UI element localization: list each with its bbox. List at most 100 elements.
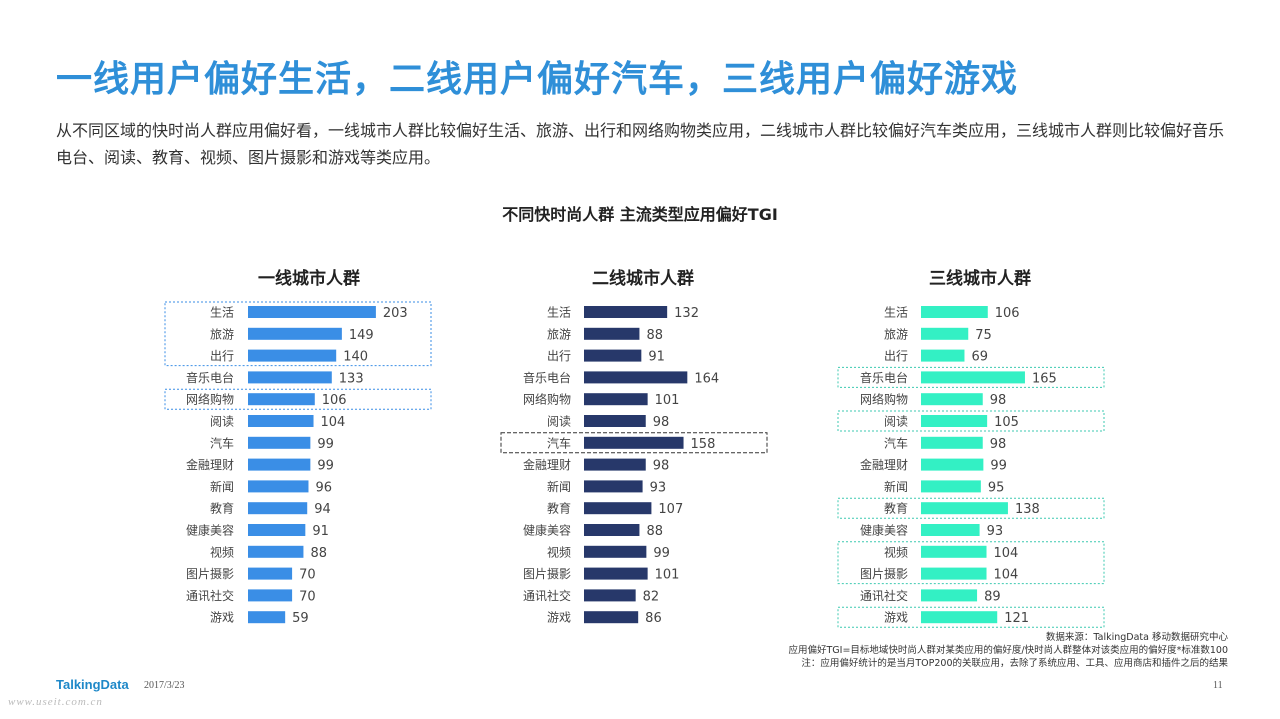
data-label: 59 (292, 611, 309, 626)
bar (921, 371, 1025, 384)
bar (921, 589, 978, 602)
highlight-box (164, 388, 432, 410)
data-label: 104 (994, 568, 1019, 583)
bar (921, 502, 1008, 515)
data-label: 164 (694, 371, 719, 386)
data-label: 94 (314, 502, 331, 517)
category-label: 视频 (547, 544, 571, 559)
category-label: 新闻 (210, 479, 234, 494)
bar (584, 589, 636, 602)
data-label: 98 (990, 393, 1007, 408)
data-label: 203 (383, 306, 408, 321)
highlight-box (837, 541, 1105, 585)
bar (248, 436, 311, 449)
bar (248, 415, 314, 427)
category-label: 出行 (547, 349, 571, 363)
data-label: 106 (322, 393, 347, 408)
data-label: 107 (658, 502, 683, 517)
data-label: 88 (646, 328, 663, 343)
category-label: 健康美容 (860, 523, 908, 538)
chart-main-title: 不同快时尚人群 主流类型应用偏好TGI (502, 205, 778, 224)
bar (921, 415, 988, 427)
category-label: 新闻 (547, 479, 571, 494)
data-label: 121 (1004, 611, 1029, 626)
brand-logo: TalkingData (56, 677, 129, 692)
category-label: 旅游 (210, 327, 234, 341)
highlight-box (837, 497, 1105, 519)
category-label: 阅读 (210, 415, 234, 429)
data-label: 70 (299, 568, 316, 583)
category-label: 生活 (884, 306, 908, 320)
bar (584, 567, 648, 580)
data-label: 91 (312, 524, 329, 539)
category-label: 图片摄影 (860, 566, 908, 581)
bar (921, 458, 984, 471)
data-label: 70 (299, 589, 316, 604)
category-label: 网络购物 (186, 392, 234, 407)
data-label: 165 (1032, 371, 1057, 386)
category-label: 游戏 (210, 611, 234, 625)
data-label: 104 (321, 415, 346, 430)
panel-title: 一线城市人群 (258, 268, 360, 289)
bar (584, 524, 640, 536)
data-label: 99 (317, 437, 334, 452)
bar (584, 393, 648, 406)
category-label: 视频 (210, 544, 234, 559)
data-label: 140 (343, 350, 368, 365)
bar (921, 436, 983, 449)
watermark-url: www.useit.com.cn (8, 696, 103, 708)
data-label: 95 (988, 480, 1005, 495)
bar (248, 458, 311, 471)
data-label: 89 (984, 589, 1001, 604)
bar (921, 480, 981, 493)
data-label: 99 (653, 546, 670, 561)
category-label: 出行 (210, 349, 234, 363)
data-label: 132 (674, 306, 699, 321)
page-title: 一线用户偏好生活，二线用户偏好汽车，三线用户偏好游戏 (56, 59, 1019, 100)
data-label: 82 (643, 589, 660, 604)
data-label: 101 (655, 393, 680, 408)
bar (248, 524, 306, 536)
category-label: 生活 (210, 306, 234, 320)
bar (921, 611, 998, 624)
note-definition: 应用偏好TGI=目标地域快时尚人群对某类应用的偏好度/快时尚人群整体对该类应用的… (788, 645, 1228, 656)
data-label: 104 (994, 546, 1019, 561)
data-label: 91 (648, 350, 665, 365)
category-label: 出行 (884, 349, 908, 363)
category-label: 健康美容 (523, 523, 571, 538)
data-label: 158 (691, 437, 716, 452)
bar (248, 545, 304, 558)
category-label: 音乐电台 (860, 370, 908, 385)
bar (921, 327, 969, 340)
highlight-box (164, 301, 432, 367)
panel-title: 二线城市人群 (592, 268, 694, 289)
data-label: 99 (990, 459, 1007, 474)
data-label: 133 (339, 371, 364, 386)
bar (584, 480, 643, 493)
category-label: 金融理财 (523, 457, 571, 472)
page-number: 11 (1213, 680, 1223, 691)
bar (584, 545, 647, 558)
data-label: 105 (994, 415, 1019, 430)
bar (584, 371, 688, 384)
bar (584, 349, 642, 362)
category-label: 汽车 (884, 435, 908, 450)
bar (584, 502, 652, 515)
highlight-box (500, 432, 768, 454)
data-label: 99 (317, 459, 334, 474)
bar (921, 349, 965, 362)
category-label: 阅读 (547, 415, 571, 429)
category-label: 音乐电台 (523, 370, 571, 385)
data-label: 88 (310, 546, 327, 561)
data-label: 88 (646, 524, 663, 539)
bar (248, 567, 293, 580)
category-label: 阅读 (884, 415, 908, 429)
bar (248, 502, 308, 515)
bar (248, 589, 293, 602)
bar (584, 458, 646, 471)
data-label: 106 (995, 306, 1020, 321)
bar (248, 371, 332, 384)
bar (248, 393, 315, 406)
category-label: 金融理财 (186, 457, 234, 472)
